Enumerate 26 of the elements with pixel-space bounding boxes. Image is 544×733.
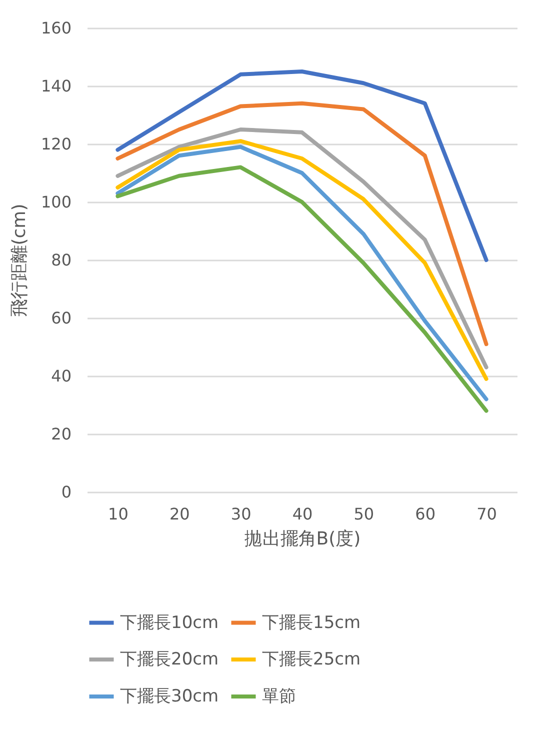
x-tick-label: 40 — [292, 504, 313, 524]
y-tick-label: 60 — [51, 308, 72, 328]
y-axis-title: 飛行距離(cm) — [8, 204, 30, 318]
legend-label: 下擺長15cm — [262, 612, 361, 633]
line-series — [116, 70, 488, 262]
legend-label: 下擺長30cm — [120, 686, 219, 706]
x-tick-label: 20 — [169, 504, 190, 524]
legend-label: 下擺長10cm — [120, 612, 219, 633]
line-series — [116, 101, 488, 346]
y-tick-label: 80 — [51, 250, 72, 270]
y-tick-label: 140 — [40, 76, 72, 96]
x-tick-label: 30 — [230, 504, 252, 524]
x-tick-label: 10 — [108, 504, 128, 524]
y-tick-label: 40 — [51, 366, 72, 386]
y-tick-label: 120 — [40, 134, 72, 154]
y-tick-label: 20 — [51, 424, 72, 444]
legend-label: 下擺長25cm — [262, 650, 361, 670]
y-tick-label: 160 — [40, 18, 72, 38]
x-tick-label: 70 — [476, 504, 497, 524]
legend-label: 單節 — [262, 686, 296, 706]
x-tick-label: 50 — [354, 504, 374, 524]
x-axis-title: 拋出擺角B(度) — [244, 528, 361, 550]
x-tick-label: 60 — [415, 504, 436, 524]
y-tick-label: 0 — [61, 482, 72, 502]
y-tick-label: 100 — [40, 192, 72, 212]
legend-label: 下擺長20cm — [120, 650, 219, 670]
